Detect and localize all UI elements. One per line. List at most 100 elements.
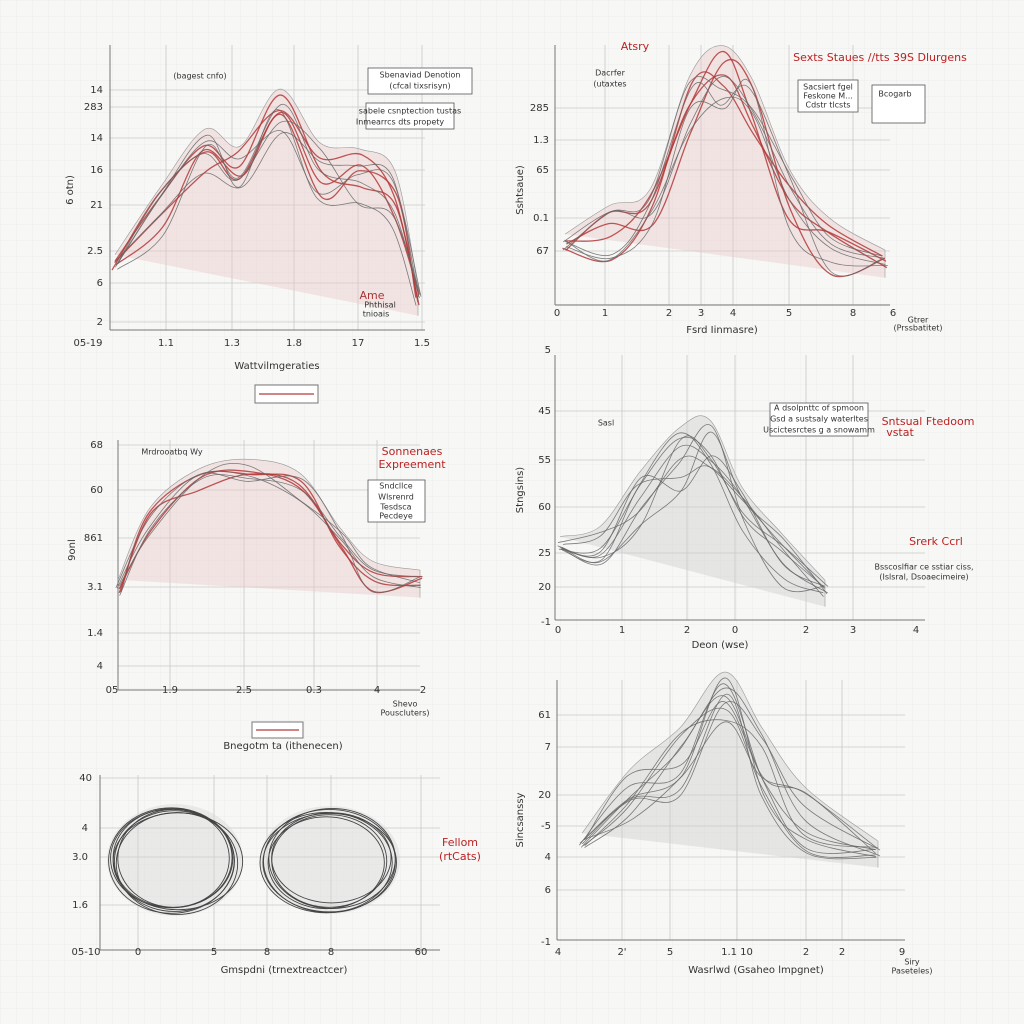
y-tick-label: 4 <box>97 661 103 672</box>
y-axis-title: Sshtsaue) <box>515 165 526 215</box>
x-tick-label: 0.3 <box>306 685 322 696</box>
y-tick-label: 65 <box>536 165 549 176</box>
x-tick-label: 8 <box>328 947 334 958</box>
x-tick-label: 3 <box>698 308 704 319</box>
loop-area <box>107 804 243 916</box>
annotation: Pecdeye <box>379 512 413 521</box>
y-tick-label: 60 <box>90 485 103 496</box>
x-tick-label: 2' <box>617 947 626 958</box>
x-axis-title: Wasrlwd (Gsaheo lmpgnet) <box>688 965 824 976</box>
annotation: Feskone M... <box>803 92 853 101</box>
x-axis-title: Bnegotm ta (ithenecen) <box>223 741 342 752</box>
curve <box>118 462 420 587</box>
x-tick-label: 1.5 <box>414 338 430 349</box>
annotation: Ame <box>359 289 384 302</box>
y-tick-label: 283 <box>84 102 103 113</box>
annotation: tnioais <box>363 310 390 319</box>
curve <box>563 76 885 259</box>
curve <box>562 71 883 263</box>
x-tick-label: 05 <box>106 685 119 696</box>
band <box>117 458 421 598</box>
curve <box>117 130 422 297</box>
loop <box>262 813 397 913</box>
curve <box>116 108 417 306</box>
y-tick-label: 14 <box>90 133 103 144</box>
y-tick-label: 60 <box>538 502 551 513</box>
loop <box>113 810 235 912</box>
y-tick-label: 20 <box>538 790 551 801</box>
y-tick-label: 2 <box>97 317 103 328</box>
note-box <box>871 84 926 124</box>
x-tick-label: 2 <box>803 947 809 958</box>
x-axis-title: Wattvilmgeraties <box>234 361 319 372</box>
annotation: Expreement <box>378 458 446 471</box>
y-axis-title: Stngsins) <box>515 467 526 513</box>
note-box <box>797 79 859 113</box>
annotation: (rtCats) <box>439 850 481 863</box>
annotation: Uscictesrctes g a snowamm <box>763 426 875 435</box>
y-tick-label: 6 <box>97 278 103 289</box>
curve <box>560 435 829 587</box>
x-tick-label: 2 <box>839 947 845 958</box>
curve <box>117 103 420 299</box>
curve <box>583 707 876 858</box>
annotation: Phthisal <box>364 301 396 310</box>
y-axis-title: 6 otn) <box>65 175 76 205</box>
x-tick-label: 17 <box>352 338 365 349</box>
x-tick-label: 4 <box>913 625 919 636</box>
annotation: Dacrfer <box>595 69 625 78</box>
x-axis-title: Fsrd Iinmasre) <box>686 325 758 336</box>
loop-area <box>260 806 400 914</box>
curve <box>579 683 877 854</box>
curve <box>557 455 825 589</box>
curve <box>580 687 880 857</box>
annotation: Atsry <box>621 40 650 53</box>
curve <box>557 424 824 593</box>
annotation: Sexts Staues //tts 39S Dlurgens <box>793 51 967 64</box>
annotation: Sonnenaes <box>382 445 443 458</box>
x-tick-label: 8 <box>264 947 270 958</box>
note-box <box>769 402 869 437</box>
note-box <box>367 67 473 95</box>
curve <box>115 113 417 298</box>
y-axis-title: 9onl <box>67 539 78 561</box>
y-tick-label: -5 <box>541 821 551 832</box>
curve <box>118 473 423 594</box>
curve <box>118 469 423 594</box>
y-tick-label: 3.1 <box>87 582 103 593</box>
x-tick-label: 0 <box>554 308 560 319</box>
curve <box>564 50 887 262</box>
x-tick-label: 4 <box>555 947 561 958</box>
annotation: Gsd a sustsaly waterltes <box>770 415 868 424</box>
curve <box>583 721 876 848</box>
curve <box>115 132 420 297</box>
annotation: Sasl <box>598 419 614 428</box>
annotation: (cfcal tixsrisyn) <box>389 82 450 91</box>
y-tick-label: 14 <box>90 85 103 96</box>
y-tick-label: 40 <box>79 773 92 784</box>
curve <box>115 120 421 295</box>
y-tick-label: 68 <box>90 440 103 451</box>
x-tick-label: 1.3 <box>224 338 240 349</box>
curve <box>562 465 824 597</box>
curve <box>584 719 878 848</box>
y-tick-label: 1.3 <box>533 135 549 146</box>
annotation: Pouscluters) <box>381 709 430 718</box>
x-tick-label: 1.1 <box>158 338 174 349</box>
note-box <box>367 479 426 523</box>
annotation: Sbenaviad Denotion <box>380 71 461 80</box>
y-axis-title: Sincsanssy <box>515 792 526 847</box>
y-tick-label: 861 <box>84 533 103 544</box>
curve <box>565 82 884 277</box>
x-tick-label: 4 <box>374 685 380 696</box>
annotation: Tesdsca <box>379 503 411 512</box>
y-tick-label: -1 <box>541 617 551 628</box>
x-tick-label: 5 <box>667 947 673 958</box>
annotation: Shevo <box>393 700 418 709</box>
x-tick-label: 3 <box>850 625 856 636</box>
y-tick-label: 1.4 <box>87 628 103 639</box>
loop <box>268 807 396 909</box>
x-tick-label: 2 <box>666 308 672 319</box>
curve <box>561 432 824 594</box>
